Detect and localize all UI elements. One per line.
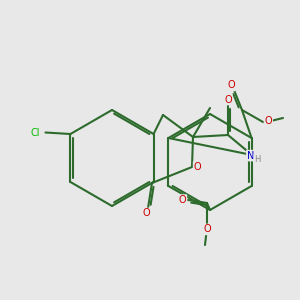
Text: O: O: [227, 80, 235, 91]
Text: O: O: [194, 162, 201, 172]
Text: O: O: [224, 94, 232, 105]
Text: H: H: [254, 155, 261, 164]
Text: O: O: [143, 208, 150, 218]
Text: N: N: [247, 151, 254, 160]
Text: O: O: [265, 116, 272, 126]
Text: O: O: [203, 224, 211, 234]
Text: O: O: [179, 195, 186, 205]
Text: Cl: Cl: [31, 128, 40, 137]
